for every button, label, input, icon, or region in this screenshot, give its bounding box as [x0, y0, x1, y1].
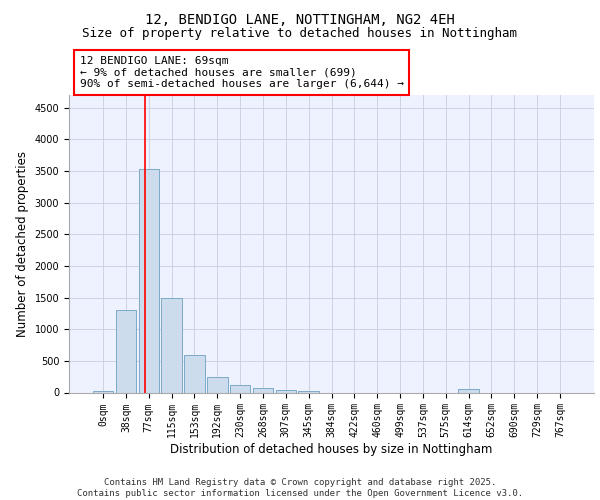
Bar	[139, 169, 159, 392]
Text: 12 BENDIGO LANE: 69sqm
← 9% of detached houses are smaller (699)
90% of semi-det: 12 BENDIGO LANE: 69sqm ← 9% of detached …	[79, 56, 404, 89]
X-axis label: Distribution of detached houses by size in Nottingham: Distribution of detached houses by size …	[170, 443, 493, 456]
Bar	[93, 390, 113, 392]
Bar	[116, 310, 136, 392]
Text: 12, BENDIGO LANE, NOTTINGHAM, NG2 4EH: 12, BENDIGO LANE, NOTTINGHAM, NG2 4EH	[145, 12, 455, 26]
Y-axis label: Number of detached properties: Number of detached properties	[16, 151, 29, 337]
Text: Contains HM Land Registry data © Crown copyright and database right 2025.
Contai: Contains HM Land Registry data © Crown c…	[77, 478, 523, 498]
Text: Size of property relative to detached houses in Nottingham: Size of property relative to detached ho…	[83, 28, 517, 40]
Bar	[184, 355, 205, 393]
Bar	[207, 378, 227, 392]
Bar	[458, 389, 479, 392]
Bar	[298, 390, 319, 392]
Bar	[161, 298, 182, 392]
Bar	[253, 388, 273, 392]
Bar	[275, 390, 296, 392]
Bar	[230, 385, 250, 392]
